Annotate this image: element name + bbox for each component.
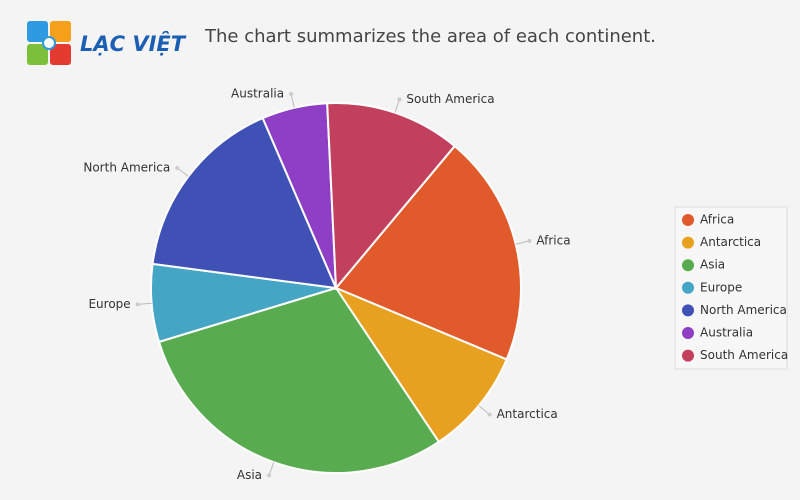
legend-swatch — [682, 236, 694, 249]
legend-label: South America — [700, 348, 788, 362]
legend-label: Antarctica — [700, 235, 761, 249]
leader-dot — [397, 97, 402, 102]
logo-icon — [27, 21, 71, 65]
pie-slice — [326, 102, 457, 291]
slice-label: Australia — [231, 87, 284, 101]
logo-text: LẠC VIỆT — [80, 30, 187, 56]
legend-label: North America — [700, 303, 787, 317]
legend-label: Africa — [700, 213, 734, 227]
leader-line — [290, 94, 295, 108]
pie-slice — [157, 286, 441, 474]
slice-label: Antarctica — [497, 407, 558, 421]
leader-dot — [289, 92, 294, 97]
legend-swatch — [682, 214, 694, 226]
slice-label: Asia — [237, 468, 262, 482]
slice-label: Africa — [536, 233, 570, 247]
legend-swatch — [682, 304, 694, 317]
legend-label: Asia — [700, 258, 725, 272]
leader-dot — [135, 302, 140, 307]
legend-swatch — [682, 349, 694, 362]
slice-label: South America — [406, 92, 494, 106]
legend-swatch — [682, 281, 694, 294]
slice-label: North America — [83, 161, 170, 175]
leader-line — [268, 462, 275, 476]
slice-label: Europe — [88, 297, 130, 311]
leader-line — [394, 99, 400, 113]
leader-line — [515, 240, 530, 245]
pie-slice — [151, 116, 338, 290]
chart-title: The chart summarizes the area of each co… — [204, 26, 656, 47]
leader-line — [478, 405, 490, 415]
leader-dot — [267, 473, 272, 478]
legend-swatch — [682, 259, 694, 272]
leader-dot — [175, 166, 180, 171]
pie-slice — [334, 144, 522, 361]
leader-dot — [487, 412, 492, 417]
legend: Africa Antarctica Asia Europe North America A… — [682, 213, 788, 362]
legend-label: Australia — [700, 326, 753, 340]
legend-swatch — [682, 327, 694, 339]
legend-label: Europe — [700, 280, 742, 294]
pie: Africa Antarctica Asia Europe North America A… — [83, 87, 570, 482]
leader-dot — [527, 238, 532, 243]
leader-line — [176, 167, 189, 177]
leader-line — [137, 302, 152, 305]
